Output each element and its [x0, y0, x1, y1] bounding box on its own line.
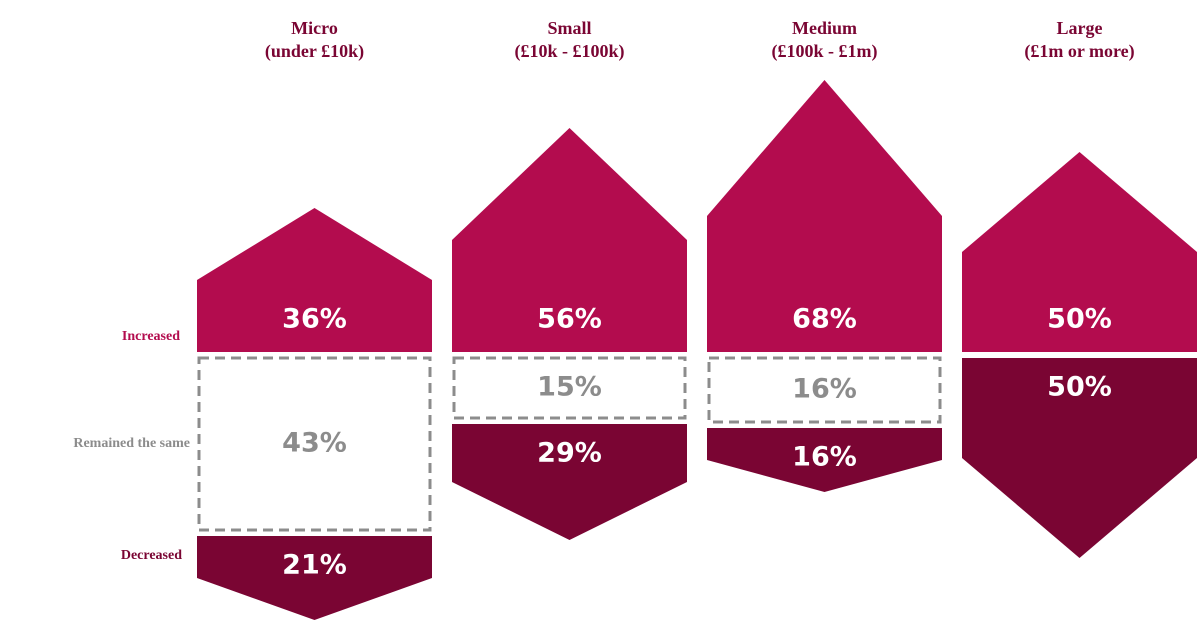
- decrease-arrow: [962, 358, 1197, 558]
- value-label: 56%: [537, 304, 602, 335]
- value-label: 50%: [1047, 304, 1112, 335]
- decrease-arrow: [707, 428, 942, 492]
- value-label: 29%: [537, 438, 602, 469]
- category-name: Small: [547, 18, 591, 38]
- category-range: (£10k - £100k): [514, 41, 624, 62]
- value-label: 68%: [792, 304, 857, 335]
- value-label: 21%: [282, 550, 347, 581]
- increase-arrow: [962, 152, 1197, 352]
- value-label: 50%: [1047, 372, 1112, 403]
- same-box: [707, 356, 942, 424]
- value-label: 16%: [792, 442, 857, 473]
- increase-arrow: [197, 208, 432, 352]
- increase-arrow: [452, 128, 687, 352]
- value-label: 16%: [792, 374, 857, 405]
- value-label: 15%: [537, 372, 602, 403]
- category-range: (£1m or more): [1024, 41, 1134, 62]
- category-name: Large: [1057, 18, 1103, 38]
- category-range: (under £10k): [265, 41, 364, 62]
- same-box: [452, 356, 687, 420]
- category-name: Medium: [792, 18, 857, 38]
- value-label: 36%: [282, 304, 347, 335]
- decrease-arrow: [197, 536, 432, 620]
- category-range: (£100k - £1m): [772, 41, 878, 62]
- category-name: Micro: [291, 18, 338, 38]
- decrease-arrow: [452, 424, 687, 540]
- series-label: Remained the same: [73, 436, 190, 451]
- increase-arrow: [707, 80, 942, 352]
- series-label: Decreased: [121, 548, 182, 563]
- same-box: [197, 356, 432, 532]
- value-label: 43%: [282, 428, 347, 459]
- series-label: Increased: [122, 329, 180, 344]
